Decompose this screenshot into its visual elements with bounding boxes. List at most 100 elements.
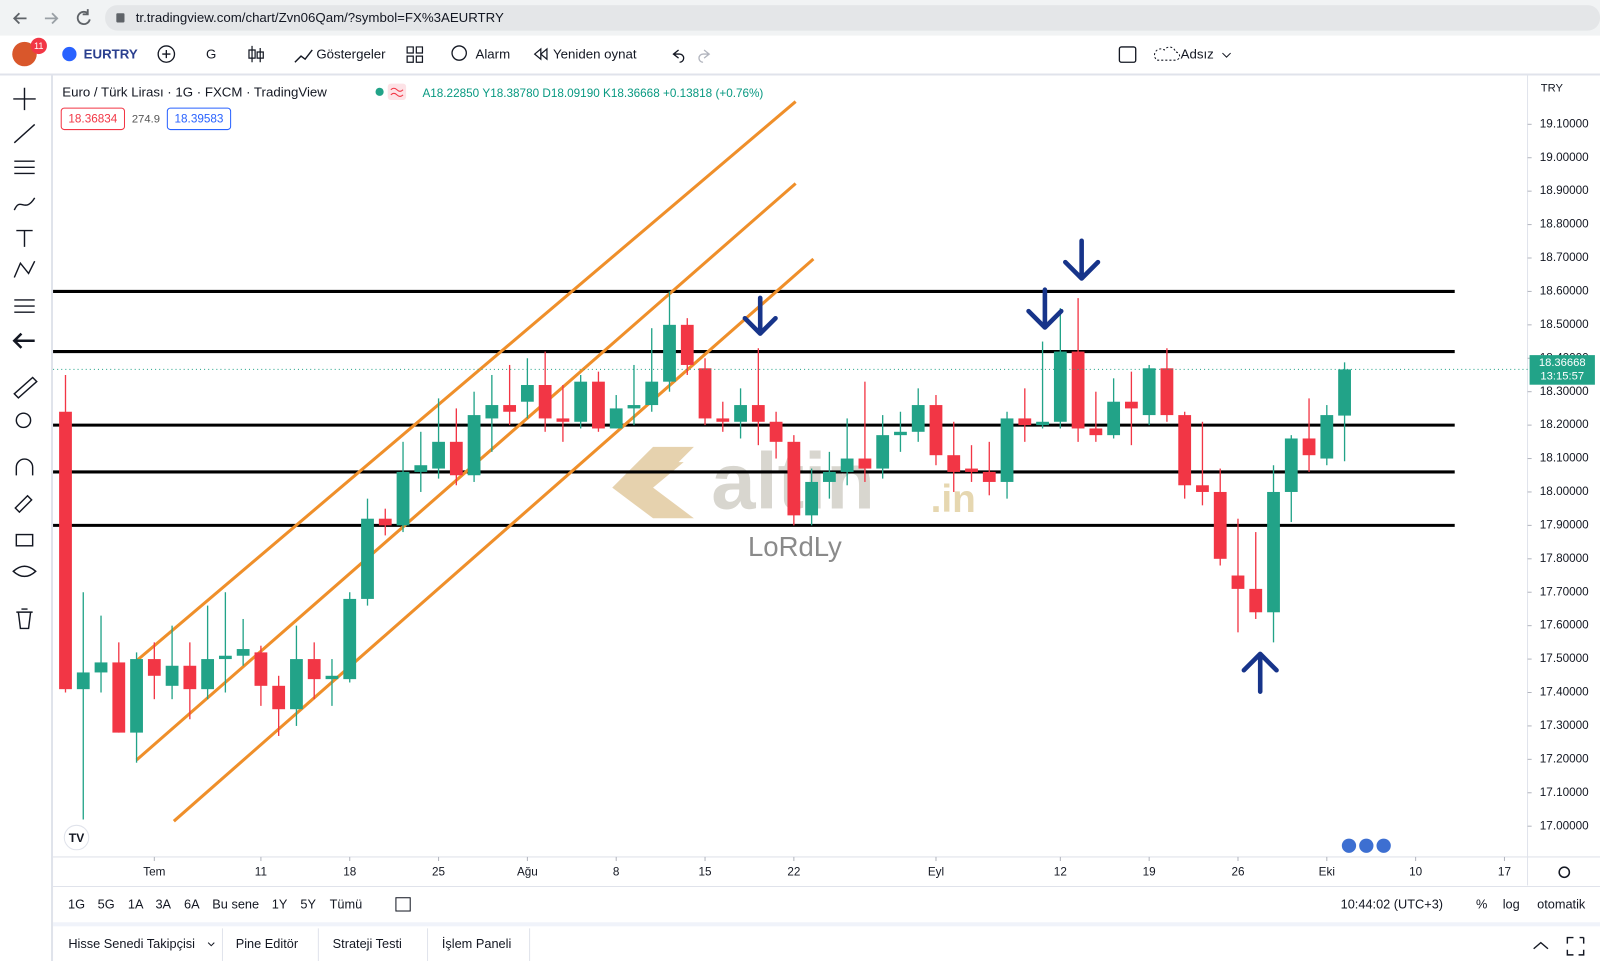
candle-body: [201, 659, 215, 690]
alarm-icon: [451, 45, 467, 61]
sell-box[interactable]: [60, 107, 125, 131]
redo-button[interactable]: [698, 49, 711, 63]
address-bar[interactable]: [105, 5, 1600, 31]
settings-button[interactable]: [1558, 866, 1571, 879]
up-arrow: [1241, 651, 1279, 694]
tv-logo[interactable]: [63, 824, 90, 851]
lock-tool[interactable]: [15, 533, 34, 547]
text-tool[interactable]: [16, 229, 33, 247]
candle-body: [787, 441, 801, 516]
log-toggle[interactable]: log: [1503, 896, 1520, 911]
draw-lock-tool[interactable]: [14, 494, 33, 514]
tab[interactable]: Pine Editör: [236, 936, 299, 951]
forward-button[interactable]: [44, 12, 59, 25]
event-icon[interactable]: [1359, 838, 1374, 853]
candle-body: [1053, 351, 1067, 422]
author: LoRdLy: [748, 531, 842, 562]
last-price-label: 18.36668: [1539, 357, 1586, 369]
candle-body: [1018, 418, 1032, 426]
undo-button[interactable]: [672, 49, 685, 63]
prediction-tool[interactable]: [14, 299, 35, 313]
candle-body: [378, 518, 392, 526]
y-tick-label: 17.30000: [1540, 719, 1589, 732]
range-button[interactable]: 5Y: [300, 896, 316, 911]
range-button[interactable]: Bu sene: [212, 896, 259, 911]
range-button[interactable]: 1G: [68, 896, 85, 911]
range-button[interactable]: 3A: [155, 896, 171, 911]
candle-body: [592, 381, 605, 429]
back-tool[interactable]: [12, 332, 35, 349]
reload-button[interactable]: [76, 9, 91, 25]
brush-tool[interactable]: [13, 197, 36, 211]
back-button[interactable]: [12, 12, 27, 25]
range-button[interactable]: 6A: [184, 896, 200, 911]
layout-grid-button[interactable]: [406, 46, 424, 63]
candle-body: [1249, 588, 1263, 613]
candle-body: [1284, 438, 1298, 492]
tab-menu[interactable]: [207, 942, 215, 947]
status-icon: [390, 87, 404, 97]
candle-body: [76, 672, 90, 690]
buy-price[interactable]: 18.39583: [175, 112, 224, 125]
buy-box[interactable]: [166, 107, 232, 131]
fullscreen-button[interactable]: [1118, 46, 1137, 63]
date-range-button[interactable]: [395, 897, 411, 912]
close: K18.36668: [603, 87, 660, 100]
range-button[interactable]: 1A: [128, 896, 144, 911]
x-tick-label: 10: [1409, 865, 1423, 878]
alarm-button[interactable]: Alarm: [476, 47, 511, 62]
channel-line: [135, 100, 797, 662]
layout-menu[interactable]: [1222, 52, 1231, 58]
candle-body: [734, 405, 747, 422]
drawing-toolbar: [0, 75, 52, 961]
compare-button[interactable]: [157, 45, 176, 63]
y-tick-label: 18.70000: [1540, 251, 1589, 264]
visibility-tool[interactable]: [12, 565, 37, 578]
y-tick-label: 18.10000: [1540, 452, 1589, 465]
measure-tool[interactable]: [13, 376, 38, 399]
x-tick-label: 12: [1054, 865, 1067, 878]
drawing-tools: [12, 87, 38, 630]
chart-type-button[interactable]: [248, 45, 264, 63]
x-tick-label: 18: [343, 865, 357, 878]
auto-toggle[interactable]: otomatik: [1537, 896, 1586, 911]
spread: 274.9: [132, 113, 160, 125]
pattern-tool[interactable]: [13, 260, 36, 278]
countdown: 13:15:57: [1540, 371, 1584, 383]
tab[interactable]: Hisse Senedi Takipçisi: [68, 936, 195, 951]
range-button[interactable]: 1Y: [272, 896, 288, 911]
delete-tool[interactable]: [16, 608, 33, 630]
percent-toggle[interactable]: %: [1476, 896, 1487, 911]
y-tick-label: 18.60000: [1540, 285, 1589, 298]
currency[interactable]: TRY: [1541, 83, 1564, 95]
maximize-button[interactable]: [1566, 936, 1585, 956]
event-icon[interactable]: [1376, 838, 1391, 853]
trendline-tool[interactable]: [13, 123, 36, 144]
x-tick-label: 25: [432, 865, 446, 878]
event-icon[interactable]: [1341, 838, 1357, 853]
zoom-tool[interactable]: [15, 412, 32, 429]
fib-tool[interactable]: [14, 160, 35, 175]
layout-name[interactable]: Adsız: [1181, 47, 1214, 62]
avatar[interactable]: [12, 41, 37, 67]
sell-price[interactable]: 18.36834: [68, 112, 117, 125]
indicators-button[interactable]: Göstergeler: [316, 47, 386, 62]
url: tr.tradingview.com/chart/Zvn06Qam/?symbo…: [136, 10, 504, 25]
replay-button[interactable]: Yeniden oynat: [553, 47, 637, 62]
collapse-button[interactable]: [1533, 941, 1549, 950]
candle-body: [1178, 415, 1192, 486]
candle-body: [1213, 491, 1227, 559]
interval[interactable]: G: [206, 47, 216, 62]
tab[interactable]: Strateji Testi: [333, 936, 402, 951]
range-button[interactable]: 5G: [98, 896, 115, 911]
magnet-tool[interactable]: [15, 458, 34, 476]
range-button[interactable]: Tümü: [330, 896, 363, 911]
tab[interactable]: İşlem Paneli: [442, 936, 511, 951]
candle-body: [982, 471, 996, 482]
high: Y18.38780: [482, 87, 539, 100]
symbol[interactable]: EURTRY: [84, 47, 138, 62]
crosshair-tool[interactable]: [13, 87, 36, 111]
x-tick-label: 8: [613, 865, 620, 878]
market-status: [387, 83, 407, 100]
